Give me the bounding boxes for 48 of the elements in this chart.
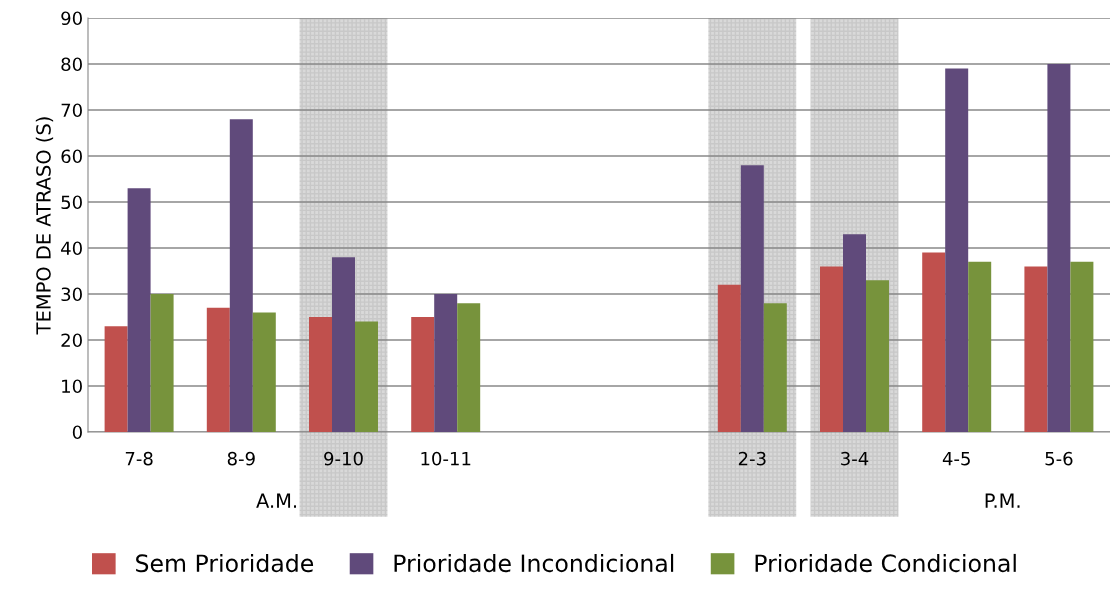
y-tick-label: 30 bbox=[61, 287, 82, 302]
text: A.M. bbox=[256, 493, 297, 508]
bar bbox=[457, 303, 481, 432]
y-tick-label: 10 bbox=[62, 379, 82, 394]
y-tick-label: 90 bbox=[61, 11, 82, 26]
x-tick-label: 10-11 bbox=[421, 451, 471, 466]
bar bbox=[763, 303, 787, 432]
bar bbox=[150, 294, 174, 432]
bar bbox=[127, 188, 151, 432]
x-tick-label: 9-10 bbox=[324, 451, 363, 466]
x-tick-label: 2-3 bbox=[738, 451, 766, 466]
bar bbox=[1047, 64, 1071, 432]
legend-label: Sem Prioridade bbox=[136, 553, 314, 573]
bar bbox=[968, 261, 992, 432]
y-tick-label: 50 bbox=[61, 195, 82, 210]
x-tick-label: 7-8 bbox=[125, 451, 153, 466]
bar bbox=[355, 321, 378, 432]
bar bbox=[229, 119, 253, 432]
bar bbox=[922, 252, 946, 432]
bar bbox=[309, 317, 332, 432]
bar bbox=[1070, 261, 1094, 432]
x-tick-label: 8-9 bbox=[227, 451, 255, 466]
y-tick-label: 60 bbox=[61, 149, 82, 164]
bar bbox=[945, 68, 969, 432]
bar bbox=[332, 257, 355, 432]
x-tick-label: 3-4 bbox=[841, 451, 869, 466]
x-tick-label: 4-5 bbox=[942, 452, 970, 466]
y-tick-label: 0 bbox=[72, 425, 82, 440]
y-axis-title: TEMPO DE ATRASO (S) bbox=[35, 117, 54, 335]
x-tick-label: 5-6 bbox=[1045, 451, 1073, 466]
bar bbox=[866, 280, 889, 432]
bar bbox=[252, 312, 276, 432]
bar bbox=[206, 307, 230, 432]
bar bbox=[104, 326, 128, 432]
bar bbox=[411, 317, 435, 432]
legend-label: Prioridade Incondicional bbox=[394, 553, 674, 573]
y-tick-label: 80 bbox=[61, 57, 82, 72]
legend-label: Prioridade Condicional bbox=[755, 553, 1016, 573]
bar bbox=[843, 234, 866, 432]
y-tick-label: 40 bbox=[61, 241, 82, 256]
y-tick-label: 20 bbox=[61, 333, 82, 348]
bar bbox=[717, 284, 741, 432]
bar bbox=[1024, 266, 1048, 432]
bar bbox=[434, 294, 458, 432]
bar bbox=[740, 165, 764, 432]
text: P.M. bbox=[985, 493, 1020, 508]
y-tick-label: 70 bbox=[61, 103, 82, 118]
bar bbox=[820, 266, 843, 432]
